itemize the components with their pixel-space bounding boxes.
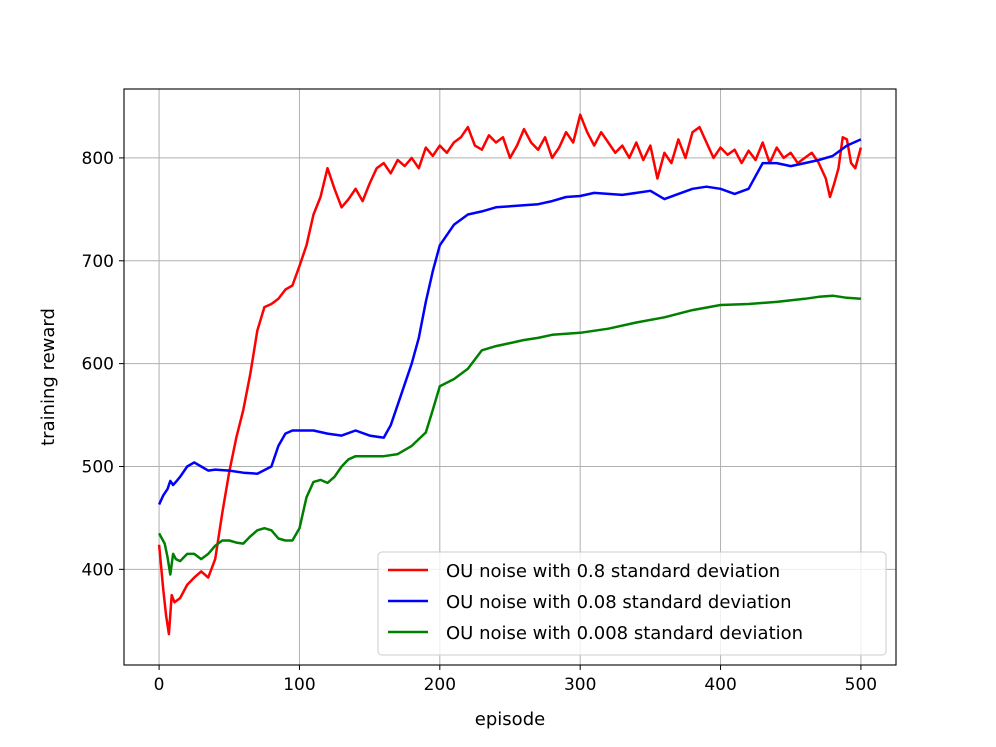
legend-label-0: OU noise with 0.8 standard deviation: [446, 561, 780, 582]
x-tick-label: 400: [704, 675, 736, 695]
axis-ticks: 0 100 200 300 400 500 400 500 600 700 800: [82, 149, 878, 695]
series-group: [157, 113, 863, 636]
x-axis-label: episode: [475, 709, 545, 730]
y-tick-label: 500: [82, 457, 114, 477]
legend-label-2: OU noise with 0.008 standard deviation: [446, 623, 803, 644]
plot-area-frame: [123, 88, 897, 666]
y-tick-label: 600: [82, 355, 114, 375]
x-tick-label: 100: [283, 675, 315, 695]
legend-label-1: OU noise with 0.08 standard deviation: [446, 592, 792, 613]
y-tick-label: 400: [82, 560, 114, 580]
legend: OU noise with 0.8 standard deviation OU …: [377, 551, 887, 656]
y-tick-label: 800: [82, 149, 114, 169]
x-tick-label: 0: [154, 675, 165, 695]
series-line-2: [157, 294, 861, 576]
x-tick-label: 500: [845, 675, 877, 695]
y-axis-label: training reward: [38, 308, 59, 446]
y-tick-label: 700: [82, 252, 114, 272]
series-line-1: [157, 138, 862, 506]
legend-box: [377, 551, 887, 656]
x-tick-label: 200: [424, 675, 456, 695]
series-line-0: [157, 113, 863, 636]
x-tick-label: 300: [564, 675, 596, 695]
